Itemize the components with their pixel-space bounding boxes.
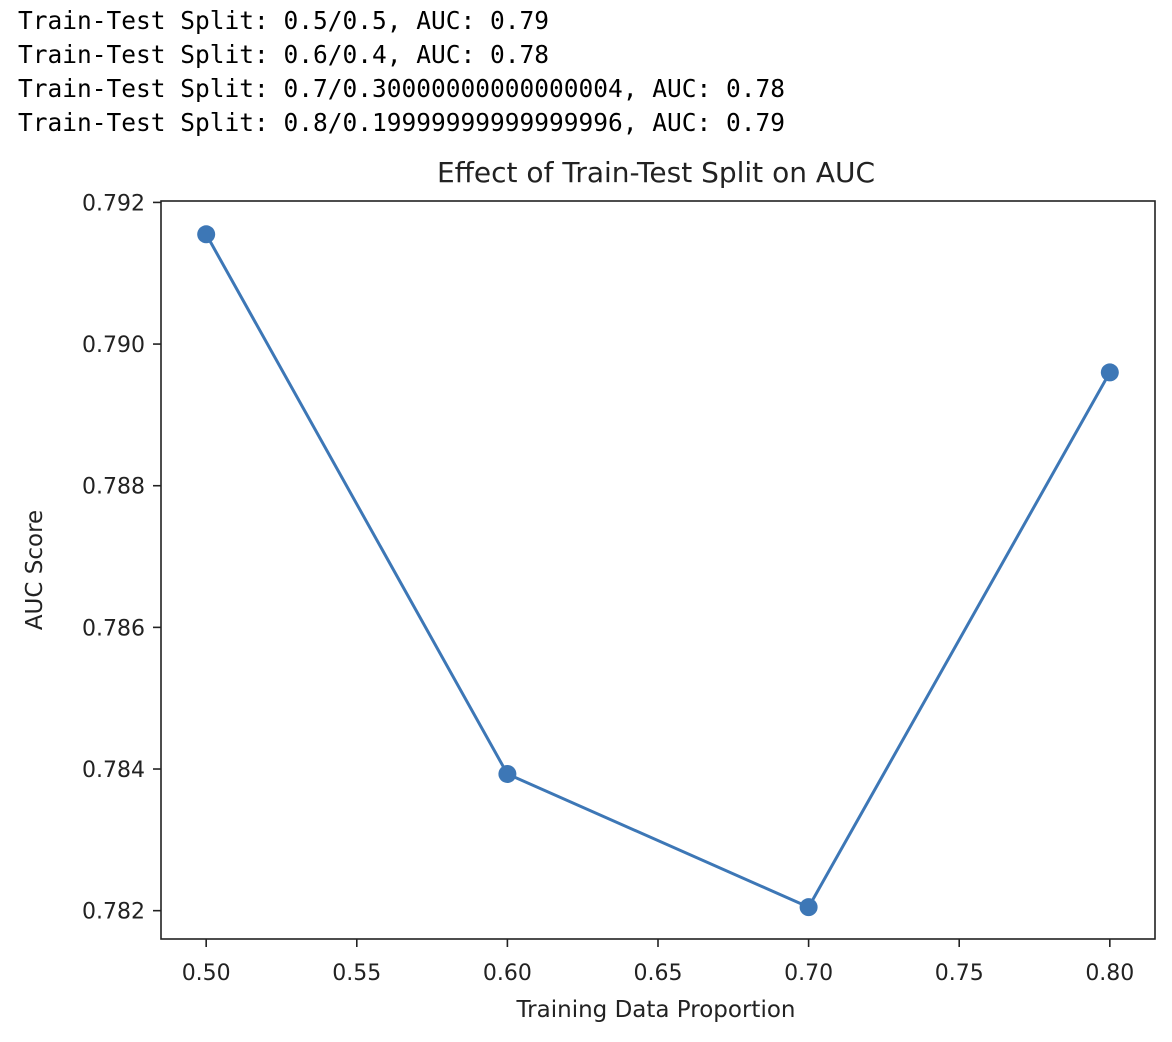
output-line: Train-Test Split: 0.5/0.5, AUC: 0.79 (18, 6, 550, 35)
output-line: Train-Test Split: 0.7/0.3000000000000000… (18, 74, 786, 103)
x-tick-label: 0.55 (332, 961, 381, 986)
y-axis: 0.782 0.784 0.786 0.788 0.790 0.792 (82, 191, 161, 925)
output-line: Train-Test Split: 0.8/0.1999999999999999… (18, 108, 786, 137)
x-tick-label: 0.65 (634, 961, 683, 986)
y-tick-label: 0.790 (82, 333, 145, 358)
data-point (1100, 363, 1119, 382)
console-output: Train-Test Split: 0.5/0.5, AUC: 0.79 Tra… (18, 4, 785, 140)
y-tick-label: 0.788 (82, 475, 145, 500)
y-tick-label: 0.782 (82, 900, 145, 925)
y-tick-label: 0.792 (82, 191, 145, 216)
output-line: Train-Test Split: 0.6/0.4, AUC: 0.78 (18, 40, 550, 69)
chart-title: Effect of Train-Test Split on AUC (437, 156, 875, 189)
x-tick-label: 0.70 (784, 961, 833, 986)
x-tick-label: 0.50 (182, 961, 231, 986)
x-axis-title: Training Data Proportion (516, 997, 796, 1023)
data-point (197, 225, 216, 244)
x-tick-label: 0.75 (935, 961, 984, 986)
series-layer (197, 225, 1119, 917)
y-tick-label: 0.786 (82, 616, 145, 641)
series-line (204, 233, 1112, 909)
plot-area-frame (160, 200, 1156, 940)
y-tick-label: 0.784 (82, 758, 145, 783)
x-axis: 0.50 0.55 0.60 0.65 0.70 0.75 0.80 (182, 939, 1134, 986)
x-tick-label: 0.80 (1085, 961, 1134, 986)
y-axis-title: AUC Score (22, 510, 48, 630)
x-tick-label: 0.60 (483, 961, 532, 986)
data-point (498, 764, 517, 783)
data-point (799, 898, 818, 917)
